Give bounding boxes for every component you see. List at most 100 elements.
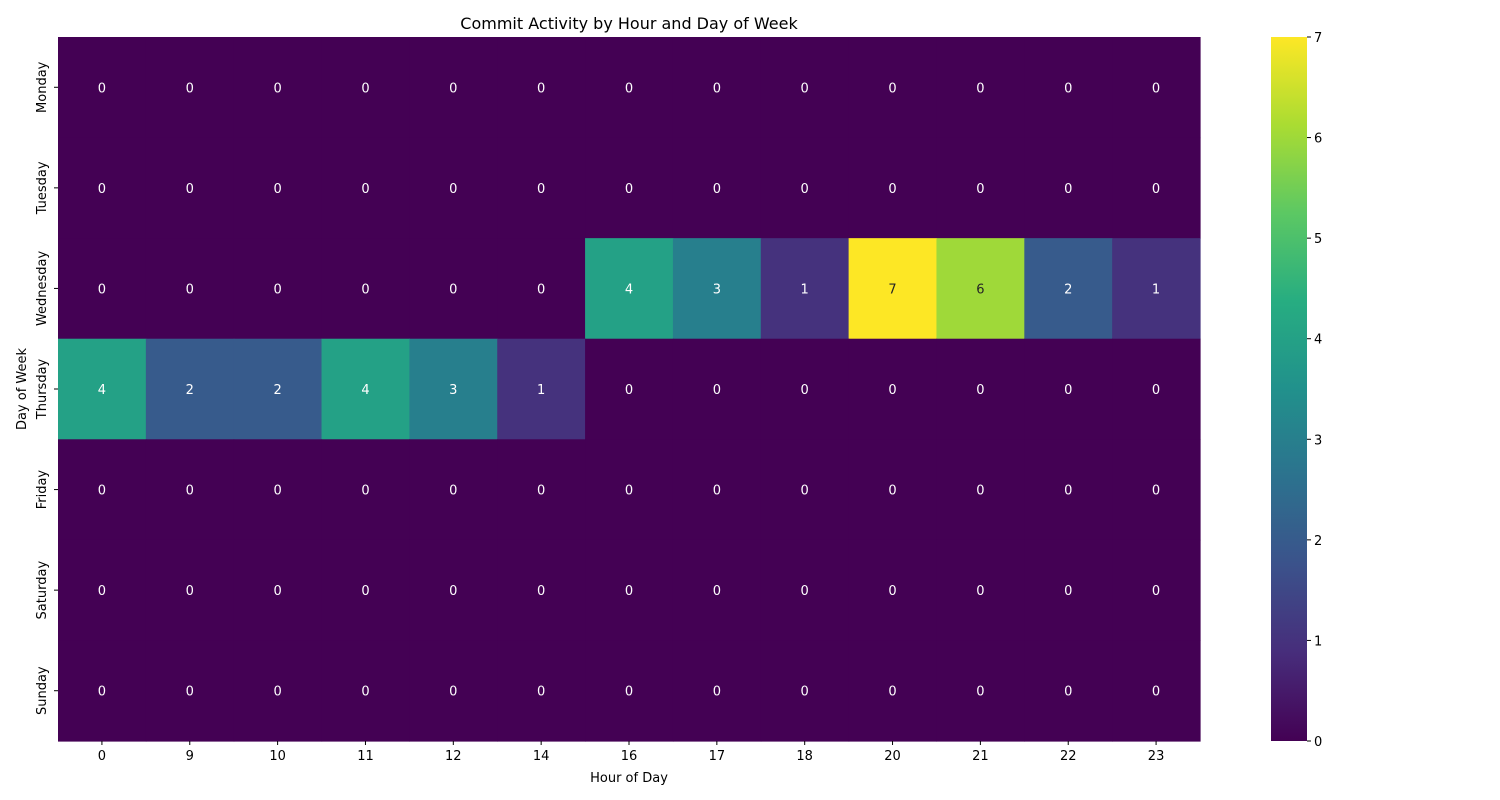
colorbar-tick-label: 4 — [1314, 333, 1322, 348]
y-tick-label: Tuesday — [35, 161, 50, 215]
cell-value-label: 0 — [1064, 685, 1072, 700]
y-tick-label: Monday — [35, 61, 50, 113]
cell-value-label: 6 — [976, 282, 984, 297]
heatmap-cell — [672, 238, 762, 340]
y-axis-label: Day of Week — [15, 347, 30, 430]
cell-value-label: 1 — [801, 282, 809, 297]
heatmap-cell — [672, 640, 762, 742]
heatmap-cell — [409, 37, 498, 139]
heatmap-cell — [321, 238, 410, 340]
cell-value-label: 0 — [801, 685, 809, 700]
heatmap-cell — [497, 439, 586, 541]
cell-value-label: 0 — [801, 584, 809, 599]
heatmap-cell — [58, 439, 147, 541]
cell-value-label: 0 — [186, 81, 194, 96]
x-tick-label: 11 — [357, 749, 374, 764]
cell-value-label: 0 — [98, 584, 106, 599]
heatmap-cell — [497, 539, 586, 642]
heatmap-cell — [58, 37, 147, 139]
x-tick-label: 0 — [98, 749, 106, 764]
heatmap-cell — [848, 338, 938, 440]
cell-value-label: 0 — [273, 182, 281, 197]
heatmap-cell — [585, 37, 674, 139]
heatmap-cell — [145, 338, 235, 440]
heatmap-cell — [409, 238, 498, 340]
colorbar-tick-label: 6 — [1314, 132, 1322, 147]
cell-value-label: 0 — [625, 81, 633, 96]
cell-value-label: 0 — [1152, 81, 1160, 96]
cell-value-label: 0 — [713, 81, 721, 96]
colorbar-tick-label: 0 — [1314, 735, 1322, 750]
heatmap-cell — [1112, 238, 1201, 340]
heatmap-cell — [848, 640, 938, 742]
cell-value-label: 0 — [273, 685, 281, 700]
cell-value-label: 0 — [361, 81, 369, 96]
heatmap-cell — [58, 338, 147, 440]
x-tick-label: 10 — [269, 749, 286, 764]
cell-value-label: 0 — [1152, 182, 1160, 197]
heatmap-cell — [497, 238, 586, 340]
cell-value-label: 3 — [449, 383, 457, 398]
cell-value-label: 0 — [98, 182, 106, 197]
cell-value-label: 0 — [361, 584, 369, 599]
heatmap-cell — [233, 137, 323, 239]
cell-value-label: 0 — [801, 383, 809, 398]
heatmap-cell — [1024, 338, 1113, 440]
cell-value-label: 0 — [449, 584, 457, 599]
cell-value-label: 0 — [98, 685, 106, 700]
cell-value-label: 0 — [713, 685, 721, 700]
x-tick-label: 12 — [445, 749, 462, 764]
cell-value-label: 0 — [361, 685, 369, 700]
x-axis-ticks: 0 9 10 11 12 14 16 17 18 20 21 22 23 — [98, 741, 1164, 764]
x-tick-label: 22 — [1060, 749, 1077, 764]
cell-value-label: 0 — [713, 182, 721, 197]
y-tick-label: Sunday — [35, 666, 50, 715]
cell-value-label: 0 — [98, 282, 106, 297]
colorbar-tick-label: 7 — [1314, 31, 1322, 46]
heatmap-cell — [936, 640, 1025, 742]
cell-value-label: 0 — [537, 484, 545, 499]
heatmap-cell — [1112, 640, 1201, 742]
y-tick-label: Friday — [35, 470, 50, 510]
x-tick-label: 14 — [533, 749, 550, 764]
heatmap-cell — [936, 137, 1025, 239]
cell-value-label: 0 — [625, 584, 633, 599]
heatmap-cell — [848, 439, 938, 541]
heatmap-cell — [936, 338, 1025, 440]
heatmap-cell — [145, 439, 235, 541]
heatmap-cell — [1112, 338, 1201, 440]
cell-value-label: 0 — [1152, 584, 1160, 599]
cell-value-label: 4 — [625, 282, 633, 297]
heatmap-cell — [409, 137, 498, 239]
cell-value-label: 0 — [713, 584, 721, 599]
cell-value-label: 0 — [801, 81, 809, 96]
heatmap-cell — [1112, 137, 1201, 239]
heatmap-cell — [1024, 137, 1113, 239]
heatmap-cell — [58, 640, 147, 742]
heatmap-cell — [409, 338, 498, 440]
heatmap-cell — [1024, 238, 1113, 340]
colorbar-tick-label: 1 — [1314, 634, 1322, 649]
cell-value-label: 0 — [625, 685, 633, 700]
heatmap-cell — [321, 37, 410, 139]
cell-value-label: 0 — [713, 484, 721, 499]
heatmap-cell — [233, 439, 323, 541]
heatmap-cell — [760, 640, 850, 742]
cell-value-label: 0 — [537, 81, 545, 96]
heatmap-cell — [672, 539, 762, 642]
cell-value-label: 0 — [1152, 383, 1160, 398]
cell-value-label: 0 — [449, 685, 457, 700]
cell-value-label: 0 — [361, 182, 369, 197]
cell-value-label: 0 — [537, 685, 545, 700]
cell-value-label: 0 — [713, 383, 721, 398]
chart-title: Commit Activity by Hour and Day of Week — [460, 14, 798, 33]
colorbar-tick-label: 3 — [1314, 433, 1322, 448]
cell-value-label: 0 — [537, 584, 545, 599]
heatmap-cell — [497, 338, 586, 440]
heatmap-cell — [672, 37, 762, 139]
heatmap-cell — [672, 137, 762, 239]
cell-value-label: 0 — [976, 685, 984, 700]
cell-value-label: 1 — [537, 383, 545, 398]
cell-value-label: 0 — [976, 81, 984, 96]
heatmap-cell — [936, 37, 1025, 139]
